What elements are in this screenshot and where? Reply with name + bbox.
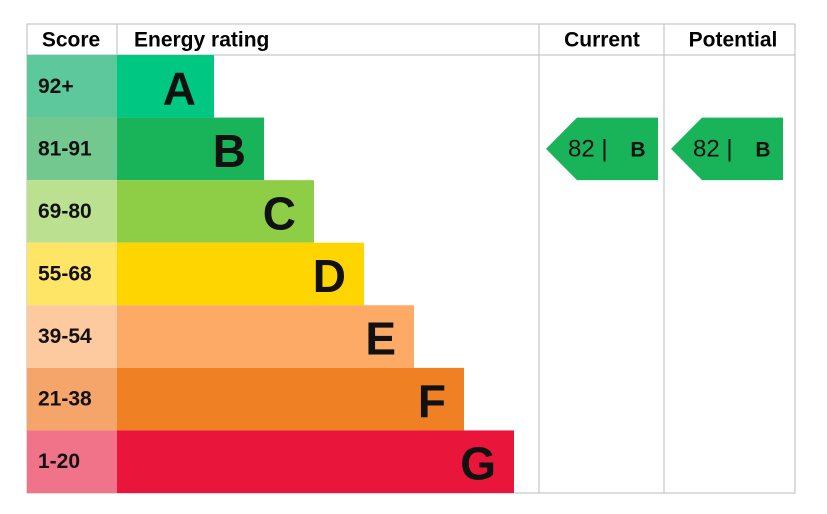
rating-bar [117,242,364,306]
score-cell [27,180,117,243]
rating-letter: D [313,250,346,302]
potential-arrow [671,117,783,181]
rating-bar [117,305,414,368]
rating-bar [117,55,214,118]
rating-letter: B [213,125,246,177]
score-cell [27,55,117,118]
score-cell [27,242,117,306]
potential-letter: B [755,138,770,161]
score-label: 69-80 [38,200,92,223]
score-label: 21-38 [38,388,92,411]
header-potential: Potential [689,29,778,52]
score-label: 1-20 [38,450,80,473]
rating-letter: E [365,313,396,365]
potential-label: 82 | [693,135,733,162]
header-rating: Energy rating [134,29,269,52]
header-current: Current [564,29,640,52]
score-label: 55-68 [38,263,92,286]
rating-letter: A [163,62,196,114]
current-letter: B [630,138,645,161]
rating-bar [117,117,264,181]
score-cell [27,367,117,431]
rating-bar [117,430,514,493]
score-label: 39-54 [38,325,92,348]
rating-letter: C [263,187,296,239]
score-cell [27,430,117,493]
score-label: 81-91 [38,137,92,160]
rating-bar [117,367,464,431]
rating-bar [117,180,314,243]
header-score: Score [42,29,100,52]
rating-letter: F [418,375,446,427]
rating-letter: G [460,438,496,490]
score-label: 92+ [38,75,74,98]
current-arrow [546,117,658,181]
current-label: 82 | [568,135,608,162]
score-cell [27,117,117,181]
score-cell [27,305,117,368]
